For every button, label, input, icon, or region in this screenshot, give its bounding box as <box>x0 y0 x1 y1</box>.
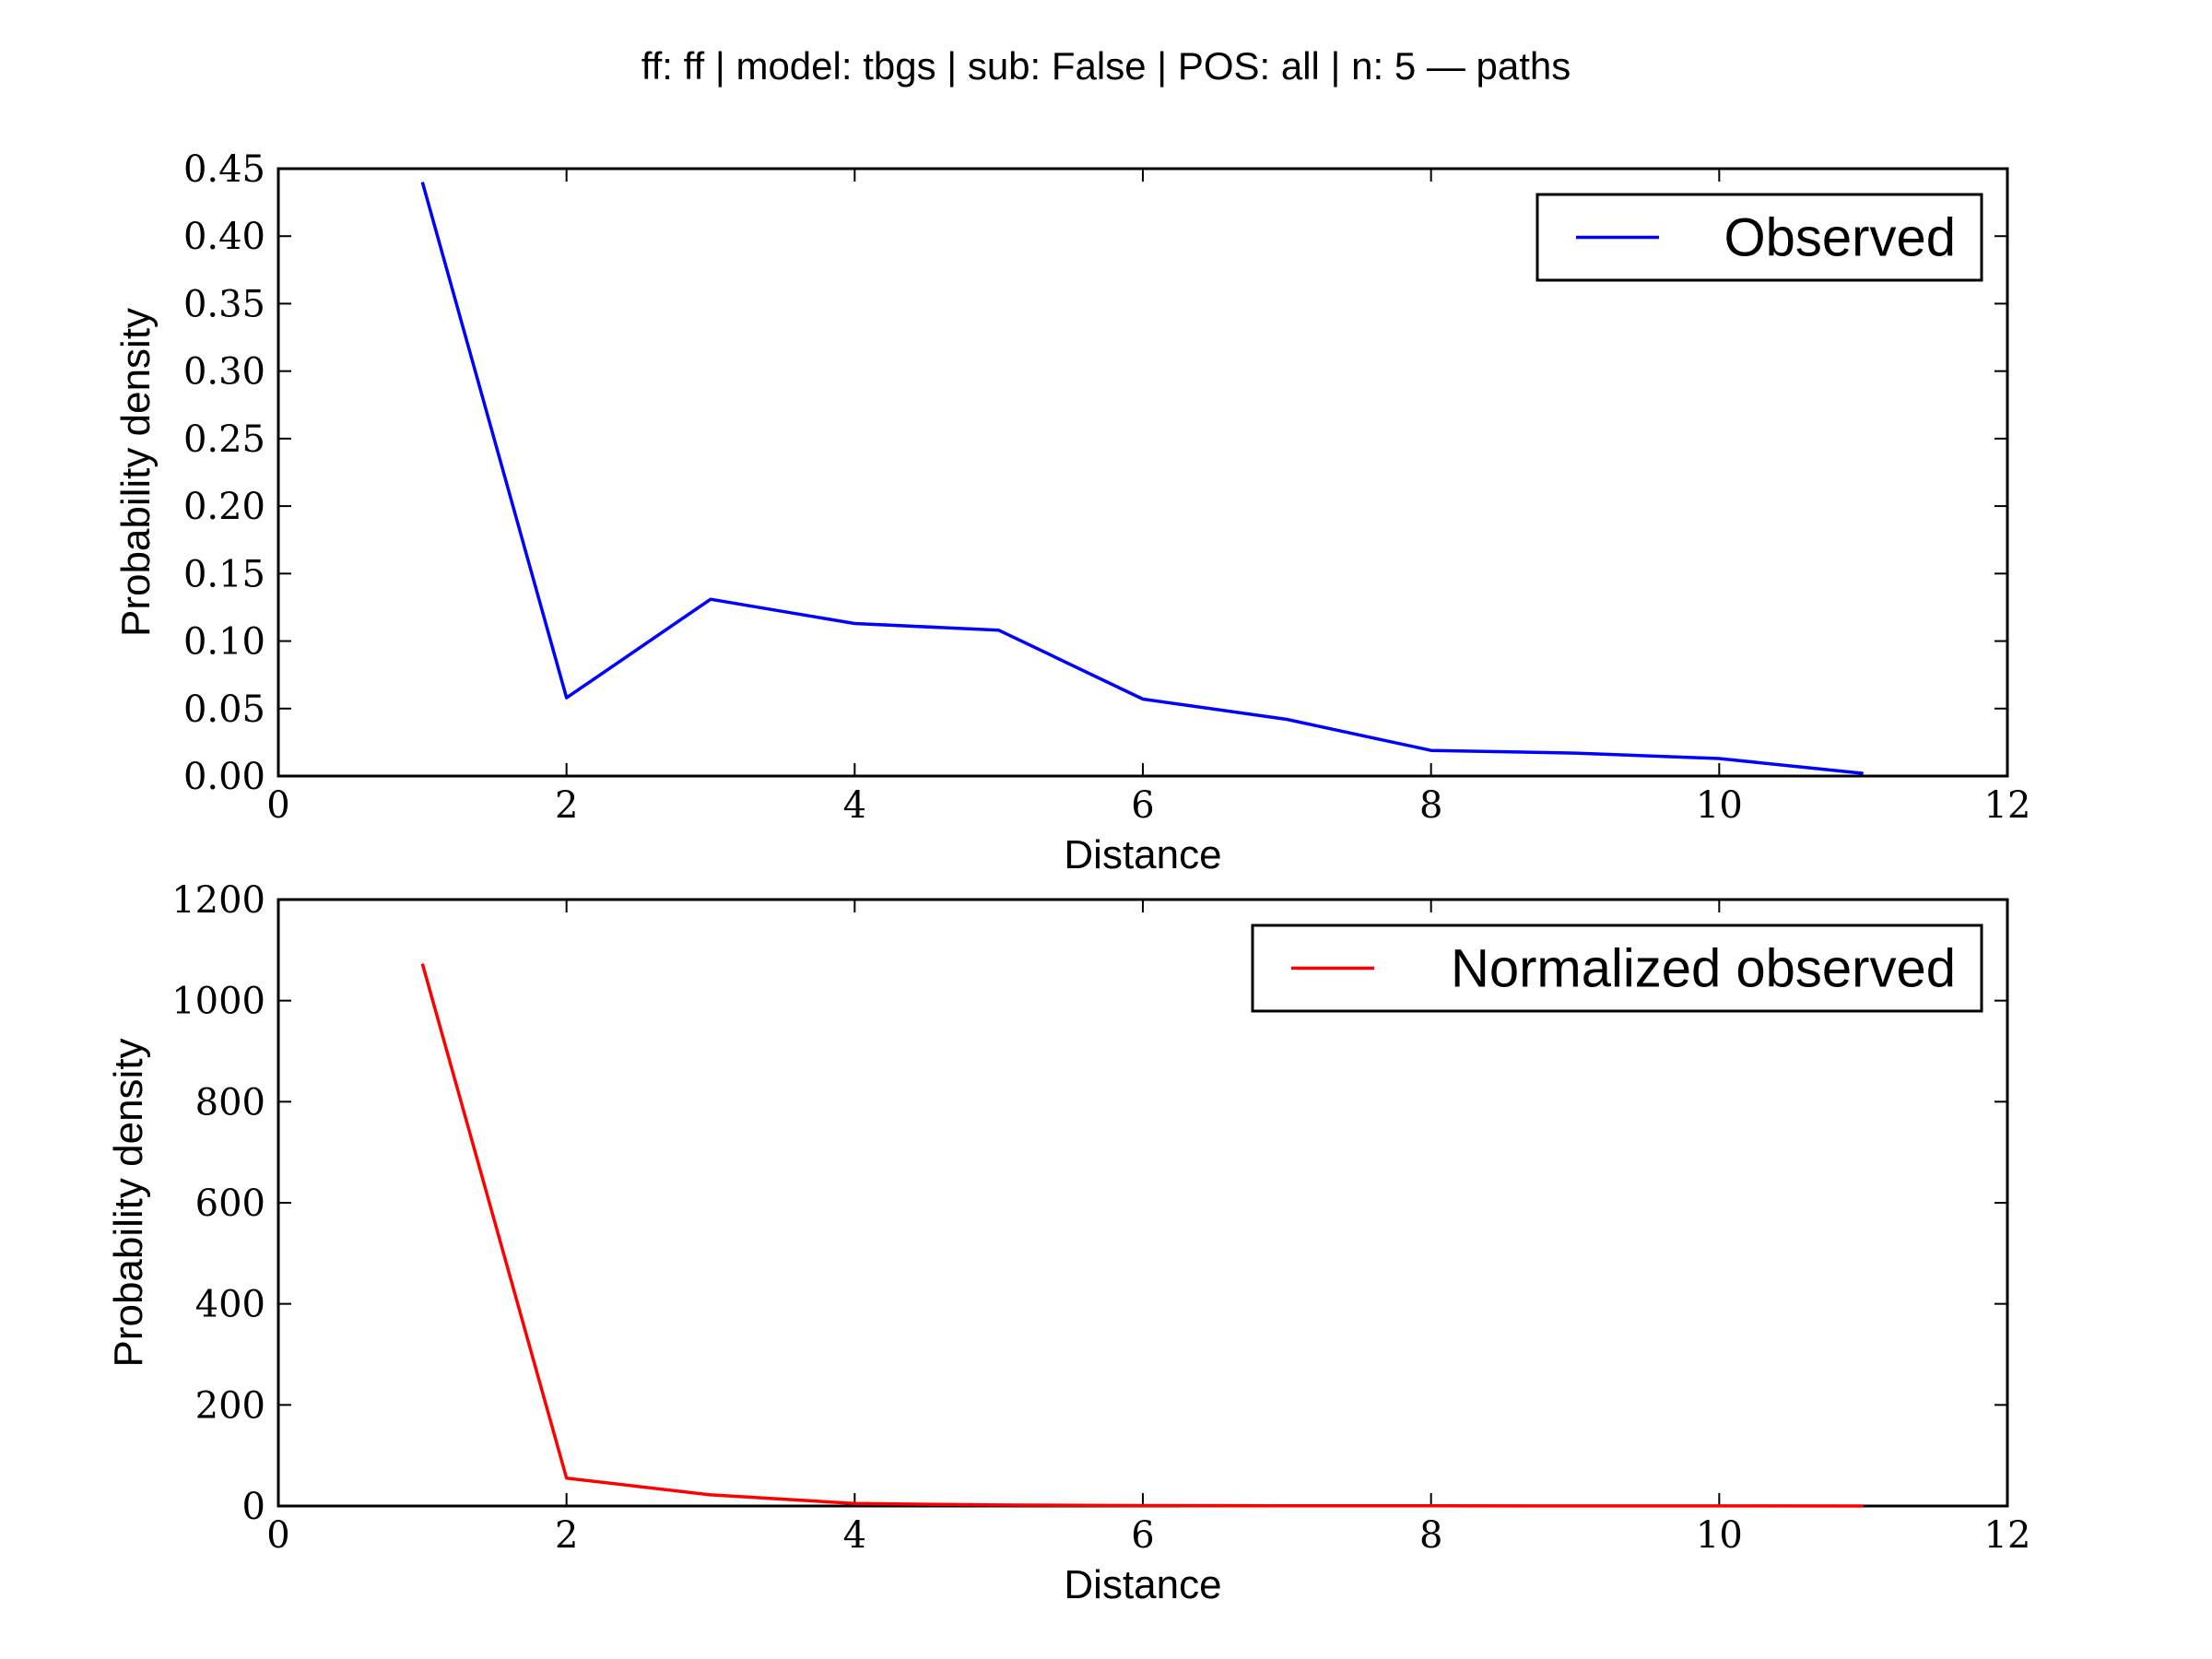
legend-label: Normalized observed <box>1451 939 1956 999</box>
x-tick-label: 12 <box>1984 784 2031 827</box>
x-tick-label: 6 <box>1131 1514 1154 1557</box>
y-tick-label: 0.05 <box>183 688 265 731</box>
figure-title: ff: ff | model: tbgs | sub: False | POS:… <box>641 44 1571 88</box>
y-tick-label: 1000 <box>171 981 265 1023</box>
y-tick-label: 200 <box>195 1384 265 1427</box>
y-tick-label: 0.25 <box>183 418 265 461</box>
bottom-panel: 0 2 4 6 8 10 12 0 200 400 600 800 1000 1200 Distance Pr… <box>106 879 2030 1607</box>
y-axis-label: Probability density <box>106 1038 151 1367</box>
top-panel: 0 2 4 6 8 10 12 0.00 0.05 0.10 0.15 0.20 0.25 0.30 0.3… <box>113 148 2030 877</box>
y-tick-label: 0.00 <box>183 756 265 798</box>
y-tick-label: 0.45 <box>183 148 265 191</box>
y-tick-label: 0.40 <box>183 216 265 258</box>
y-tick-label: 1200 <box>171 879 265 922</box>
x-tick-label: 8 <box>1419 1514 1442 1557</box>
y-axis-label: Probability density <box>113 308 159 637</box>
y-tick-label: 0.35 <box>183 283 265 325</box>
x-tick-label: 6 <box>1131 784 1154 827</box>
x-tick-label: 0 <box>266 784 289 827</box>
series-line-normalized-observed <box>420 963 1864 1508</box>
series-line-observed <box>420 182 1864 775</box>
y-tick-label: 0 <box>242 1486 265 1528</box>
x-axis-label: Distance <box>1064 1562 1221 1607</box>
legend-label: Observed <box>1724 208 1956 268</box>
x-tick-label: 2 <box>555 1514 578 1557</box>
x-tick-label: 8 <box>1419 784 1442 827</box>
x-tick-label: 4 <box>843 784 866 827</box>
y-tick-label: 0.20 <box>183 486 265 528</box>
x-axis-label: Distance <box>1064 832 1221 877</box>
x-tick-label: 10 <box>1696 1514 1743 1557</box>
y-tick-label: 400 <box>195 1284 265 1326</box>
y-tick-label: 800 <box>195 1081 265 1124</box>
y-tick-label: 0.10 <box>183 621 265 664</box>
x-tick-label: 2 <box>555 784 578 827</box>
x-tick-label: 4 <box>843 1514 866 1557</box>
x-tick-label: 12 <box>1984 1514 2031 1557</box>
y-tick-label: 0.30 <box>183 351 265 394</box>
y-tick-label: 0.15 <box>183 553 265 595</box>
x-tick-label: 10 <box>1696 784 1743 827</box>
y-tick-label: 600 <box>195 1182 265 1225</box>
x-tick-label: 0 <box>266 1514 289 1557</box>
